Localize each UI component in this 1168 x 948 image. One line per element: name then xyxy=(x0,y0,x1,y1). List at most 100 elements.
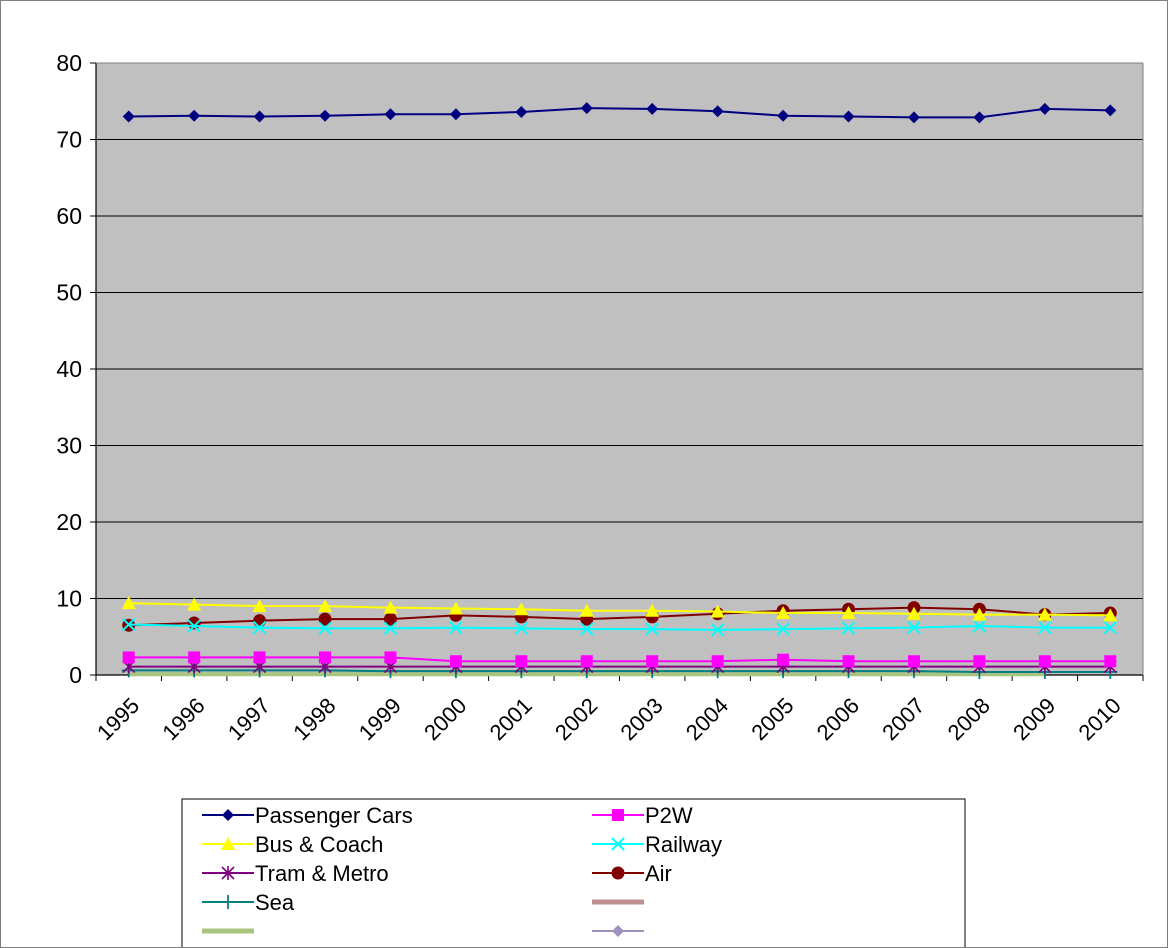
x-tick-label: 2003 xyxy=(615,693,667,745)
y-tick-label: 70 xyxy=(56,127,82,153)
data-point-marker xyxy=(646,102,659,115)
series-p2w xyxy=(122,651,1117,668)
data-point-marker xyxy=(384,108,397,121)
data-point-marker xyxy=(907,620,921,635)
data-point-marker xyxy=(776,622,790,636)
x-tick-label: 2010 xyxy=(1074,693,1126,745)
series-line xyxy=(128,107,1111,119)
data-point-marker xyxy=(253,614,267,628)
x-tick-label: 2004 xyxy=(681,693,733,745)
series-line xyxy=(128,606,1111,627)
series-line xyxy=(128,669,1111,673)
data-point-marker xyxy=(318,621,332,636)
data-point-marker xyxy=(1038,620,1052,635)
legend-label: Air xyxy=(645,861,672,886)
data-point-marker xyxy=(449,620,463,635)
data-point-marker xyxy=(318,599,333,613)
x-tick-label: 2008 xyxy=(943,693,995,745)
data-point-marker xyxy=(907,655,920,668)
data-point-marker xyxy=(319,651,332,664)
data-point-marker xyxy=(383,621,398,636)
data-point-marker xyxy=(841,606,856,620)
x-tick-label: 2002 xyxy=(550,693,602,745)
data-point-marker xyxy=(221,895,235,909)
data-point-marker xyxy=(383,600,398,614)
legend-label: P2W xyxy=(645,803,693,828)
data-point-marker xyxy=(384,651,397,664)
data-point-marker xyxy=(1103,620,1117,635)
x-tick-label: 1998 xyxy=(288,693,340,745)
data-point-marker xyxy=(711,655,724,668)
legend-label: Tram & Metro xyxy=(255,861,389,886)
legend-entry xyxy=(592,925,644,937)
data-point-marker xyxy=(973,655,986,668)
data-point-marker xyxy=(972,619,987,633)
data-point-marker xyxy=(907,111,920,124)
series-line xyxy=(128,623,1111,631)
y-axis-ticks: 0 10 20 30 40 50 60 70 80 xyxy=(56,50,96,688)
legend-entry: Railway xyxy=(592,832,722,857)
y-tick-label: 50 xyxy=(56,280,82,306)
data-point-marker xyxy=(842,110,855,123)
data-point-marker xyxy=(383,612,397,626)
data-point-marker xyxy=(580,102,593,115)
x-tick-label: 1999 xyxy=(354,693,406,745)
data-point-marker xyxy=(1103,608,1118,622)
series-railway xyxy=(122,617,1117,637)
x-tick-label: 2007 xyxy=(877,693,929,745)
data-point-marker xyxy=(611,866,625,880)
x-tick-label: 1996 xyxy=(157,693,209,745)
data-point-marker xyxy=(253,110,266,123)
y-tick-label: 80 xyxy=(56,50,82,76)
data-point-marker xyxy=(646,655,659,668)
data-point-marker xyxy=(252,599,267,613)
legend-entry: Bus & Coach xyxy=(202,832,383,857)
data-point-marker xyxy=(221,837,235,850)
data-point-marker xyxy=(319,109,332,122)
legend-entry: Passenger Cars xyxy=(202,803,413,828)
data-point-marker xyxy=(776,606,791,620)
x-tick-label: 2009 xyxy=(1008,693,1060,745)
legend-box xyxy=(181,798,966,947)
legend-entry: Tram & Metro xyxy=(202,861,389,886)
y-tick-label: 0 xyxy=(69,662,82,688)
series-passenger-cars xyxy=(122,102,1117,124)
legend-entry: P2W xyxy=(592,803,693,828)
x-axis-ticks: 1995 1996 1997 1998 1999 2000 2001 2002 2003 2004… xyxy=(92,675,1144,745)
data-point-marker xyxy=(122,110,135,123)
data-point-marker xyxy=(973,111,986,124)
series-layer xyxy=(121,102,1118,679)
data-point-marker xyxy=(515,105,528,118)
data-point-marker xyxy=(710,623,725,637)
x-tick-label: 2005 xyxy=(746,693,798,745)
data-point-marker xyxy=(711,105,724,118)
data-point-marker xyxy=(1038,655,1051,668)
data-point-marker xyxy=(579,603,594,617)
legend-label: Sea xyxy=(255,890,295,915)
data-point-marker xyxy=(449,108,462,121)
y-tick-label: 10 xyxy=(56,586,82,612)
data-point-marker xyxy=(515,655,528,668)
series-line xyxy=(128,602,1111,617)
data-point-marker xyxy=(777,109,790,122)
data-point-marker xyxy=(514,602,529,616)
data-point-marker xyxy=(514,621,529,636)
data-point-marker xyxy=(580,622,594,636)
data-point-marker xyxy=(221,866,235,880)
x-tick-label: 1995 xyxy=(92,693,144,745)
data-point-marker xyxy=(1038,102,1051,115)
data-point-marker xyxy=(580,655,593,668)
data-point-marker xyxy=(188,651,201,664)
x-tick-label: 1997 xyxy=(223,693,275,745)
data-point-marker xyxy=(252,620,267,635)
series-bus-coach xyxy=(121,596,1118,622)
data-point-marker xyxy=(187,619,201,633)
data-point-marker xyxy=(842,655,855,668)
data-point-marker xyxy=(187,597,202,611)
y-tick-label: 30 xyxy=(56,433,82,459)
data-point-marker xyxy=(449,655,462,668)
data-point-marker xyxy=(188,109,201,122)
series-line xyxy=(128,656,1111,663)
